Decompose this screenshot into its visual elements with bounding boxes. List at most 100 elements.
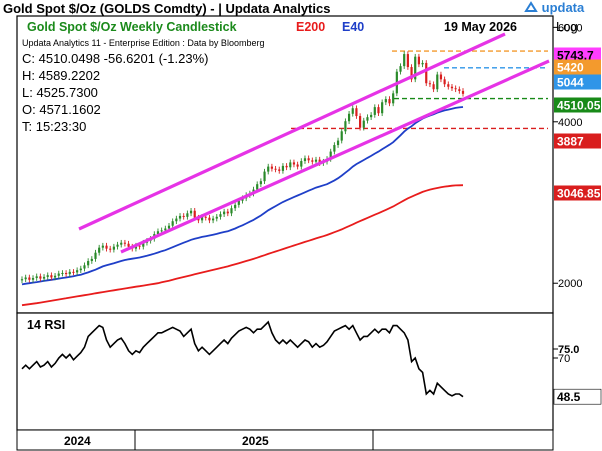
- candle-body: [425, 62, 428, 84]
- chart-date: 19 May 2026: [444, 20, 517, 34]
- source-line: Updata Analytics 11 - Enterprise Edition…: [22, 38, 264, 48]
- candle-117: [450, 83, 454, 92]
- candle-body: [20, 279, 24, 281]
- candle-109: [421, 60, 424, 68]
- candle-body: [450, 86, 454, 89]
- candle-45: [186, 210, 189, 220]
- candle-body: [57, 273, 60, 276]
- candle-body: [259, 181, 262, 185]
- candle-body: [28, 277, 31, 280]
- candle-body: [300, 161, 303, 167]
- candle-53: [215, 214, 218, 222]
- candle-body: [377, 107, 380, 114]
- candle-body: [98, 247, 101, 253]
- candle-body: [318, 159, 321, 164]
- candle-85: [333, 142, 336, 155]
- candle-body: [226, 211, 229, 214]
- candle-body: [72, 271, 75, 273]
- candle-23: [105, 242, 108, 252]
- updata-logo-text: updata: [541, 0, 585, 15]
- price-label-bg: [554, 185, 601, 201]
- candle-body: [421, 62, 424, 65]
- price-label-4510.05: 4510.05: [554, 97, 601, 113]
- price-label-bg: [554, 133, 601, 149]
- candle-body: [79, 268, 82, 271]
- candle-body: [186, 213, 189, 217]
- candle-body: [454, 88, 457, 90]
- candle-body: [381, 102, 384, 114]
- candle-71: [281, 163, 285, 174]
- price-axis: 2000 4000 6000: [553, 22, 582, 290]
- candle-body: [278, 169, 281, 171]
- candle-body: [65, 272, 68, 275]
- candle-105: [406, 51, 409, 70]
- candle-5: [39, 273, 42, 282]
- candle-body: [403, 54, 406, 67]
- candle-body: [340, 131, 343, 141]
- window-title: Gold Spot $/Oz (GOLDS Comdty) - | Updata…: [3, 1, 331, 16]
- candle-body: [399, 66, 402, 72]
- candle-46: [189, 207, 193, 217]
- candle-body: [39, 276, 42, 279]
- rsi-series: 75.070 48.5: [21, 320, 602, 405]
- candle-body: [296, 164, 299, 167]
- candle-body: [76, 270, 79, 273]
- price-label-text: 5743.7: [557, 49, 594, 63]
- candle-120: [461, 88, 465, 97]
- candle-body: [267, 166, 270, 172]
- candle-75: [296, 161, 299, 170]
- candle-body: [120, 242, 123, 245]
- candle-body: [175, 218, 178, 222]
- price-label-text: 5420: [557, 61, 584, 75]
- candle-body: [24, 277, 27, 280]
- candle-body: [237, 200, 240, 205]
- candle-91: [355, 105, 358, 119]
- price-levels: [291, 50, 548, 130]
- candle-74: [292, 159, 296, 168]
- candle-body: [432, 84, 435, 90]
- candle-body: [164, 228, 167, 231]
- candle-body: [112, 246, 115, 250]
- candle-111: [428, 80, 432, 88]
- candle-22: [101, 242, 104, 251]
- candle-body: [384, 99, 387, 103]
- candle-body: [83, 265, 86, 269]
- candle-114: [439, 71, 443, 83]
- candle-0: [20, 276, 24, 284]
- candle-body: [292, 162, 296, 165]
- candle-112: [432, 81, 435, 93]
- price-label-bg: [554, 59, 601, 75]
- candle-body: [90, 258, 93, 262]
- y-tick-label-2000: 2000: [558, 278, 582, 290]
- candle-body: [414, 56, 417, 80]
- candle-body: [439, 74, 443, 80]
- candle-body: [109, 248, 112, 250]
- candle-body: [234, 204, 237, 209]
- candle-body: [461, 90, 465, 94]
- candle-24: [109, 245, 112, 253]
- candle-14: [72, 269, 75, 276]
- price-label-5044: 5044: [554, 74, 601, 90]
- candle-body: [410, 67, 413, 80]
- candle-body: [344, 121, 347, 132]
- candle-1: [24, 274, 27, 282]
- candle-55: [223, 208, 226, 218]
- candle-body: [212, 218, 215, 221]
- y-tick-label-4000: 4000: [558, 117, 582, 129]
- candle-13: [68, 269, 71, 277]
- candle-body: [285, 165, 288, 168]
- readout-high: H: 4589.2202: [22, 68, 100, 83]
- candle-body: [189, 210, 193, 214]
- candle-15: [76, 267, 79, 276]
- candle-body: [289, 162, 292, 168]
- candle-body: [31, 278, 35, 280]
- candle-79: [311, 157, 314, 165]
- candle-7: [46, 272, 49, 280]
- candle-body: [178, 215, 182, 219]
- candle-body: [230, 208, 233, 214]
- candle-body: [134, 245, 138, 249]
- rsi-title: 14 RSI: [27, 318, 65, 332]
- price-label-bg: [554, 74, 601, 90]
- candle-57: [230, 205, 233, 217]
